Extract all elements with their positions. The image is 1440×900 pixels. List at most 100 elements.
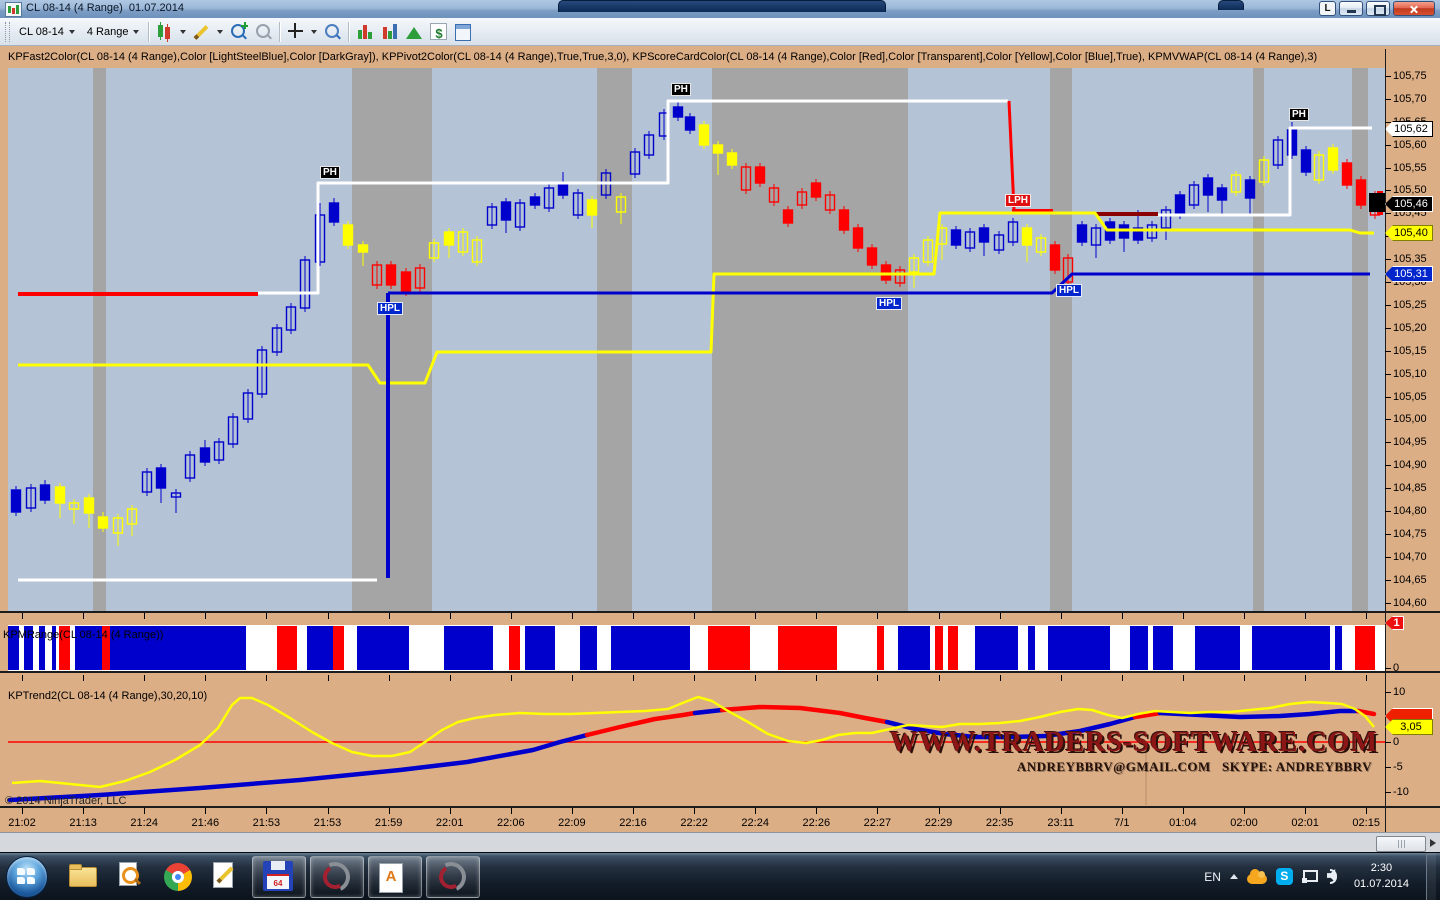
interval-selector[interactable]: 4 Range: [84, 24, 143, 40]
time-tick: [1060, 808, 1062, 814]
time-label: 7/1: [1114, 817, 1130, 829]
start-button[interactable]: [6, 855, 48, 898]
data-box-icon[interactable]: [323, 22, 342, 41]
notepad-taskbar-icon[interactable]: [209, 859, 243, 895]
taskbar-clock[interactable]: 2:30 01.07.2014: [1346, 861, 1417, 893]
window-titlebar[interactable]: CL 08-14 (4 Range) 01.07.2014 L: [0, 0, 1440, 19]
panel-divider[interactable]: [0, 806, 1440, 808]
show-hidden-icons-arrow[interactable]: [1229, 874, 1238, 879]
time-tick: [571, 675, 573, 681]
minimize-button[interactable]: [1339, 1, 1363, 16]
price-tick: [1385, 603, 1391, 604]
time-tick: [388, 675, 390, 681]
skype-tray-icon[interactable]: S: [1275, 868, 1293, 885]
volume-bars-icon[interactable]: [380, 22, 399, 41]
time-label: 22:29: [924, 817, 953, 829]
instrument-selector[interactable]: CL 08-14: [16, 24, 78, 40]
price-tick-label: 104,75: [1393, 528, 1427, 540]
price-tick: [1385, 465, 1391, 466]
writer-taskbar-button[interactable]: A: [368, 855, 422, 898]
chart-toolbar: CL 08-14 4 Range: [0, 18, 1440, 46]
time-tick: [388, 808, 390, 814]
price-tick: [1385, 76, 1391, 77]
price-tick: [1385, 374, 1391, 375]
volume-tray-icon[interactable]: [1326, 869, 1337, 884]
kptrend-oscillator-panel[interactable]: [0, 685, 1385, 806]
time-label: 02:00: [1230, 817, 1258, 829]
price-tick: [1385, 145, 1391, 146]
price-tick: [1385, 305, 1391, 306]
zoom-out-icon[interactable]: [254, 22, 273, 41]
panel-divider[interactable]: [0, 671, 1440, 673]
time-tick: [1060, 613, 1062, 619]
cloud-tray-icon[interactable]: [1246, 869, 1267, 884]
price-tick: [1385, 122, 1391, 123]
time-tick: [327, 613, 329, 619]
time-tick: [755, 613, 757, 619]
network-tray-icon[interactable]: [1301, 870, 1318, 883]
time-tick: [571, 808, 573, 814]
pivot-label-ph: PH: [671, 83, 691, 96]
lock-button[interactable]: L: [1319, 1, 1336, 16]
price-tick: [1385, 236, 1391, 237]
crosshair-dropdown[interactable]: [311, 29, 318, 34]
panel-divider[interactable]: [0, 611, 1440, 613]
toolbar-grip[interactable]: [5, 21, 10, 42]
chart-regions-icon[interactable]: [405, 22, 424, 41]
crosshair-icon[interactable]: [286, 22, 305, 41]
time-tick: [633, 613, 634, 619]
price-marker-tag: 105,40: [1385, 225, 1433, 241]
price-marker-tag: 105,62: [1385, 121, 1433, 137]
copyright-label: © 2014 NinjaTrader, LLC: [5, 795, 127, 807]
time-tick: [1305, 808, 1307, 814]
drawing-tools-dropdown[interactable]: [217, 29, 224, 34]
background-window-tab-2[interactable]: [1218, 0, 1244, 10]
restore-button[interactable]: [1366, 1, 1390, 16]
price-tick-label: 105,75: [1393, 70, 1427, 82]
time-label: 21:02: [8, 817, 36, 829]
trading-app-taskbar-button[interactable]: 64: [252, 855, 306, 898]
chrome-taskbar-icon[interactable]: [161, 859, 195, 895]
close-button[interactable]: [1393, 1, 1435, 16]
price-tick: [1385, 397, 1391, 398]
bar-type-icon[interactable]: [355, 22, 374, 41]
show-desktop-button[interactable]: [1426, 852, 1436, 900]
panel-grid-icon[interactable]: [453, 22, 472, 41]
time-tick: [1060, 675, 1062, 681]
time-tick: [22, 808, 23, 814]
main-price-chart[interactable]: [0, 68, 1385, 611]
chart-style-dropdown[interactable]: [180, 29, 187, 34]
horizontal-scrollbar-thumb[interactable]: [1376, 836, 1426, 852]
time-tick: [694, 808, 696, 814]
ninjatrader2-taskbar-button[interactable]: [426, 855, 480, 898]
chart-style-icon[interactable]: [155, 22, 174, 42]
background-window-tab[interactable]: [558, 0, 886, 12]
price-tick: [1385, 168, 1391, 169]
price-tick-label: 104,95: [1393, 436, 1427, 448]
time-tick: [266, 808, 268, 814]
explorer-taskbar-icon[interactable]: [65, 859, 99, 895]
pivot-label-ph: PH: [320, 166, 340, 179]
time-tick: [633, 808, 634, 814]
time-tick: [22, 675, 23, 681]
drawing-tools-icon[interactable]: [192, 22, 211, 41]
search-taskbar-icon[interactable]: [113, 859, 147, 895]
pivot-label-ph: PH: [1289, 108, 1309, 121]
time-tick: [999, 613, 1001, 619]
ninjatrader-taskbar-button[interactable]: [310, 855, 364, 898]
kpmrange-scorecard-panel[interactable]: [0, 624, 1385, 672]
zoom-in-icon[interactable]: [229, 22, 249, 41]
price-tick-label: 105,15: [1393, 345, 1427, 357]
time-tick: [571, 613, 573, 619]
account-dollar-icon[interactable]: $: [430, 23, 448, 41]
time-tick: [816, 675, 818, 681]
time-tick: [327, 808, 329, 814]
price-tick: [1385, 488, 1391, 489]
price-axis-line: [1385, 49, 1386, 832]
time-label: 22:06: [497, 817, 525, 829]
price-tick: [1385, 190, 1391, 191]
language-indicator[interactable]: EN: [1204, 869, 1221, 884]
scroll-right-arrow[interactable]: [1430, 839, 1436, 847]
price-marker-tag: 105,46: [1385, 196, 1433, 212]
time-tick: [694, 613, 696, 619]
